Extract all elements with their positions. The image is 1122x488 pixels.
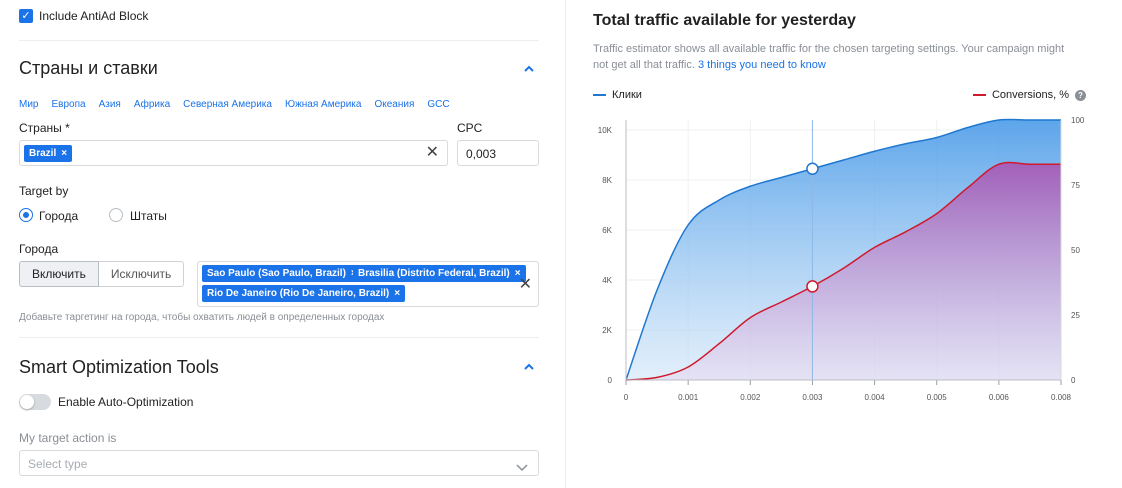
traffic-title: Total traffic available for yesterday xyxy=(593,12,856,29)
region-link-world[interactable]: Мир xyxy=(19,99,39,110)
auto-optimization-label: Enable Auto-Optimization xyxy=(58,395,194,409)
city-tag: Rio De Janeiro (Rio De Janeiro, Brazil) … xyxy=(202,285,406,302)
countries-input[interactable]: Brazil × ✕ xyxy=(19,140,448,166)
cities-input[interactable]: Sao Paulo (Sao Paulo, Brazil) × Brasilia… xyxy=(197,261,539,307)
region-link-europe[interactable]: Европа xyxy=(51,99,86,110)
things-to-know-link[interactable]: 3 things you need to know xyxy=(697,59,826,71)
exclude-button[interactable]: Исключить xyxy=(98,261,185,287)
conversions-line xyxy=(625,161,1061,381)
traffic-chart: 0 2K 4K 6K 8K 10K 0 25 50 75 100 0 0.001 0.002 0.003 0.… xyxy=(598,116,1085,402)
legend-clicks-label: Клики xyxy=(612,89,642,101)
traffic-description-text: Traffic estimator shows all available tr… xyxy=(593,43,1065,71)
divider xyxy=(19,337,539,338)
x-tick-label: 0.008 xyxy=(1051,393,1072,402)
legend-conversions-swatch xyxy=(972,94,986,96)
chart-ticks: 0 2K 4K 6K 8K 10K 0 25 50 75 100 0 0.001 0.002 0.003 0.… xyxy=(598,116,1085,402)
auto-optimization-toggle[interactable] xyxy=(19,394,51,410)
x-tick-label: 0.003 xyxy=(802,393,823,402)
region-link-north-america[interactable]: Северная Америка xyxy=(183,99,272,110)
x-tick-label: 0.001 xyxy=(678,393,699,402)
city-tag-label: Sao Paulo (Sao Paulo, Brazil) xyxy=(207,268,346,279)
include-exclude-toggle: Включить Исключить xyxy=(19,261,185,287)
radio-cities[interactable] xyxy=(19,208,33,222)
include-antiad-row[interactable]: ✓ Include AntiAd Block xyxy=(19,9,148,23)
y-left-tick-label: 2K xyxy=(602,326,612,335)
remove-tag-icon[interactable]: × xyxy=(514,268,521,279)
target-action-select[interactable]: Select type xyxy=(19,450,539,476)
include-antiad-label: Include AntiAd Block xyxy=(39,9,149,23)
x-tick-label: 0.006 xyxy=(989,393,1010,402)
legend-clicks: Клики xyxy=(593,89,642,101)
x-tick-label: 0.002 xyxy=(740,393,761,402)
legend-conversions: Conversions, % ? xyxy=(972,89,1086,101)
city-tag: Sao Paulo (Sao Paulo, Brazil) × xyxy=(202,265,362,282)
region-link-oceania[interactable]: Океания xyxy=(374,99,415,110)
y-left-tick-label: 10K xyxy=(598,126,613,135)
clear-cities-icon[interactable]: ✕ xyxy=(518,276,532,293)
legend-clicks-swatch xyxy=(593,94,606,96)
chevron-up-icon[interactable] xyxy=(522,360,536,374)
countries-section-title: Страны и ставки xyxy=(19,58,158,78)
y-right-tick-label: 50 xyxy=(1071,246,1080,255)
country-tag-label: Brazil xyxy=(29,148,57,159)
remove-tag-icon[interactable]: × xyxy=(394,288,401,299)
cpc-label: CPC xyxy=(457,121,483,135)
y-left-tick-label: 0 xyxy=(608,376,613,385)
y-right-tick-label: 25 xyxy=(1071,311,1080,320)
y-left-tick-label: 4K xyxy=(602,276,612,285)
countries-label: Страны * xyxy=(19,121,70,135)
traffic-estimator-panel: Total traffic available for yesterday Tr… xyxy=(566,0,1122,488)
chevron-down-icon xyxy=(516,459,528,477)
remove-tag-icon[interactable]: × xyxy=(61,148,68,159)
cities-label: Города xyxy=(19,242,59,256)
region-links: Мир Европа Азия Африка Северная Америка … xyxy=(19,99,450,110)
country-tag: Brazil × xyxy=(24,145,73,162)
clear-countries-icon[interactable]: ✕ xyxy=(425,144,439,161)
city-tag-label: Brasilia (Distrito Federal, Brazil) xyxy=(358,268,510,279)
city-tag: Brasilia (Distrito Federal, Brazil) × xyxy=(353,265,526,282)
include-antiad-checkbox[interactable]: ✓ xyxy=(19,9,33,23)
conversions-area xyxy=(626,162,1061,380)
y-left-tick-label: 8K xyxy=(602,176,612,185)
target-action-placeholder: Select type xyxy=(28,457,88,471)
x-tick-label: 0 xyxy=(624,393,629,402)
region-link-gcc[interactable]: GCC xyxy=(427,99,450,110)
cpc-input[interactable]: 0,003 xyxy=(457,140,539,166)
y-left-tick-label: 6K xyxy=(602,226,612,235)
target-by-label: Target by xyxy=(19,184,69,198)
radio-cities-label: Города xyxy=(39,209,79,223)
region-link-south-america[interactable]: Южная Америка xyxy=(284,99,362,110)
y-right-tick-label: 100 xyxy=(1071,116,1085,125)
divider xyxy=(19,40,539,41)
region-link-asia[interactable]: Азия xyxy=(98,99,121,110)
x-tick-label: 0.004 xyxy=(865,393,886,402)
legend-conversions-label: Conversions, % xyxy=(991,89,1069,101)
x-tick-label: 0.005 xyxy=(927,393,948,402)
targeting-panel: ✓ Include AntiAd Block Страны и ставки М… xyxy=(19,0,566,488)
cpc-value: 0,003 xyxy=(466,147,497,161)
radio-states[interactable] xyxy=(109,208,123,222)
clicks-line xyxy=(625,118,1061,381)
help-icon[interactable]: ? xyxy=(1075,89,1086,101)
y-right-tick-label: 0 xyxy=(1071,376,1076,385)
chevron-up-icon[interactable] xyxy=(522,62,536,76)
target-action-label: My target action is xyxy=(19,431,117,445)
region-link-africa[interactable]: Африка xyxy=(133,99,171,110)
city-tag-label: Rio De Janeiro (Rio De Janeiro, Brazil) xyxy=(207,288,390,299)
smart-section-title: Smart Optimization Tools xyxy=(19,357,219,377)
radio-states-label: Штаты xyxy=(130,209,167,223)
include-button[interactable]: Включить xyxy=(19,261,99,287)
clicks-point[interactable] xyxy=(806,162,819,175)
y-right-tick-label: 75 xyxy=(1071,181,1080,190)
cities-hint: Добавьте таргетинг на города, чтобы охва… xyxy=(19,312,385,323)
conversions-point[interactable] xyxy=(806,280,819,293)
traffic-description: Traffic estimator shows all available tr… xyxy=(593,41,1073,73)
